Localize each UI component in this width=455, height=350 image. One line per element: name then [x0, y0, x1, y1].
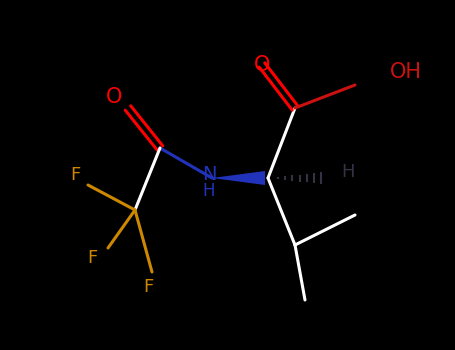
Polygon shape — [212, 171, 265, 185]
Text: F: F — [70, 166, 80, 184]
Text: H: H — [203, 182, 215, 200]
Text: F: F — [87, 249, 97, 267]
Text: H: H — [341, 163, 355, 181]
Text: O: O — [106, 87, 122, 107]
Text: N: N — [202, 164, 216, 183]
Text: F: F — [143, 278, 153, 296]
Text: O: O — [254, 55, 270, 75]
Text: OH: OH — [390, 62, 422, 82]
